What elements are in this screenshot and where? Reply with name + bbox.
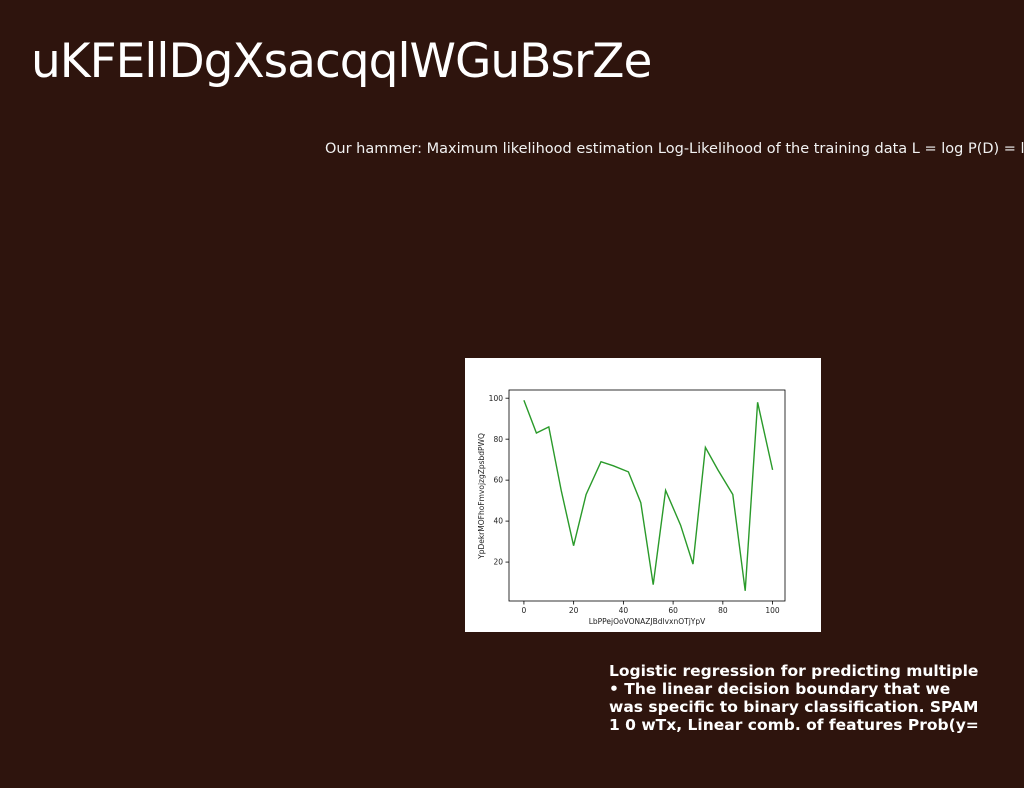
plot-area <box>508 389 786 602</box>
y-tick-label: 100 <box>489 394 504 403</box>
x-tick-label: 0 <box>522 606 527 615</box>
chart-image: 0 20 40 60 80 100 20 40 60 80 100 LbPPejOoVONAZJB… <box>465 358 821 632</box>
body-line-1: Logistic regression for predicting multi… <box>609 662 979 680</box>
series-line <box>523 399 774 591</box>
line-chart: 0 20 40 60 80 100 20 40 60 80 100 LbPPejOoVONAZJB… <box>477 389 786 626</box>
body-line-2: • The linear decision boundary that we <box>609 680 951 698</box>
x-axis-ticks: 0 20 40 60 80 100 <box>522 601 780 615</box>
x-tick-label: 20 <box>569 606 579 615</box>
x-tick-label: 40 <box>619 606 629 615</box>
x-tick-label: 100 <box>765 606 780 615</box>
y-tick-label: 60 <box>493 476 503 485</box>
body-line-4: 1 0 wTx, Linear comb. of features Prob(y… <box>609 716 979 734</box>
y-tick-label: 20 <box>493 558 503 567</box>
y-axis-label: YpDekrMOFhoFmvojzgZpsbdPWQ <box>477 433 486 560</box>
x-axis-label: LbPPejOoVONAZJBdlvxnOTjYpV <box>589 617 706 626</box>
y-tick-label: 80 <box>493 435 503 444</box>
y-axis-ticks: 20 40 60 80 100 <box>489 394 509 567</box>
slide-subtitle: Our hammer: Maximum likelihood estimatio… <box>325 141 1024 157</box>
slide-title: uKFEllDgXsacqqlWGuBsrZe <box>31 34 652 89</box>
body-text: Logistic regression for predicting multi… <box>609 662 1024 734</box>
y-tick-label: 40 <box>493 517 503 526</box>
x-tick-label: 80 <box>718 606 728 615</box>
x-tick-label: 60 <box>668 606 678 615</box>
body-line-3: was specific to binary classification. S… <box>609 698 979 716</box>
